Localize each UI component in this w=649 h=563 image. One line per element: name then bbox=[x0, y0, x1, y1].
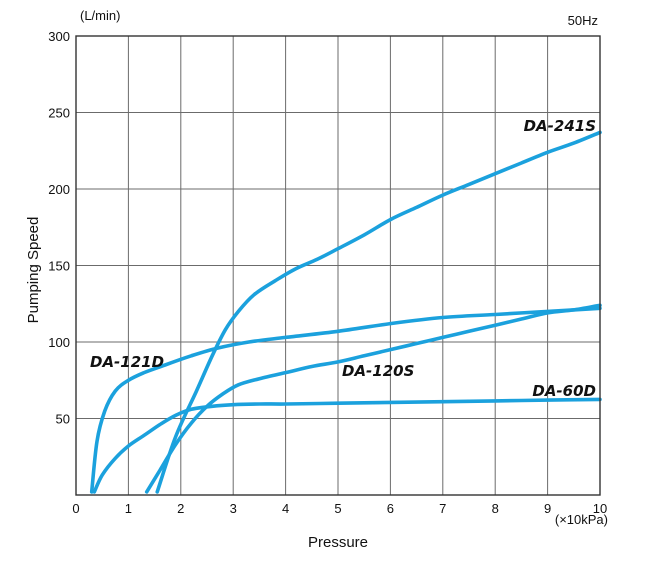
x-axis-label: Pressure bbox=[308, 534, 368, 551]
frequency-label: 50Hz bbox=[568, 13, 598, 28]
x-tick-label: 2 bbox=[177, 501, 184, 516]
x-unit-label: (×10kPa) bbox=[555, 512, 608, 527]
x-tick-label: 3 bbox=[230, 501, 237, 516]
y-tick-label: 150 bbox=[48, 259, 70, 274]
x-tick-label: 0 bbox=[72, 501, 79, 516]
y-tick-label: 250 bbox=[48, 106, 70, 121]
x-tick-label: 7 bbox=[439, 501, 446, 516]
series-label-da-120s: DA-120S bbox=[342, 362, 414, 380]
y-tick-label: 200 bbox=[48, 182, 70, 197]
y-tick-label: 300 bbox=[48, 29, 70, 44]
x-tick-label: 10 bbox=[593, 501, 607, 516]
x-tick-label: 4 bbox=[282, 501, 289, 516]
y-tick-label: 100 bbox=[48, 335, 70, 350]
plot-frame bbox=[75, 35, 601, 496]
series-line-da-60d bbox=[92, 397, 602, 494]
y-tick-label: 50 bbox=[56, 412, 70, 427]
x-tick-label: 6 bbox=[387, 501, 394, 516]
series-line-da-121d bbox=[89, 306, 602, 494]
series-label-da-121d: DA-121D bbox=[90, 353, 164, 371]
y-unit-label: (L/min) bbox=[80, 8, 120, 23]
x-tick-label: 8 bbox=[492, 501, 499, 516]
x-tick-label: 1 bbox=[125, 501, 132, 516]
y-axis-label: Pumping Speed bbox=[25, 217, 42, 324]
curves bbox=[89, 130, 602, 494]
series-label-da-60d: DA-60D bbox=[532, 382, 596, 400]
x-tick-label: 9 bbox=[544, 501, 551, 516]
grid bbox=[76, 36, 600, 495]
tick-labels: 0 1 2 3 4 5 6 7 8 9 10 50 100 150 200 250 300 bbox=[48, 29, 607, 516]
x-tick-label: 5 bbox=[334, 501, 341, 516]
series-line-da-120s bbox=[144, 303, 602, 494]
series-label-da-241s: DA-241S bbox=[524, 117, 596, 135]
